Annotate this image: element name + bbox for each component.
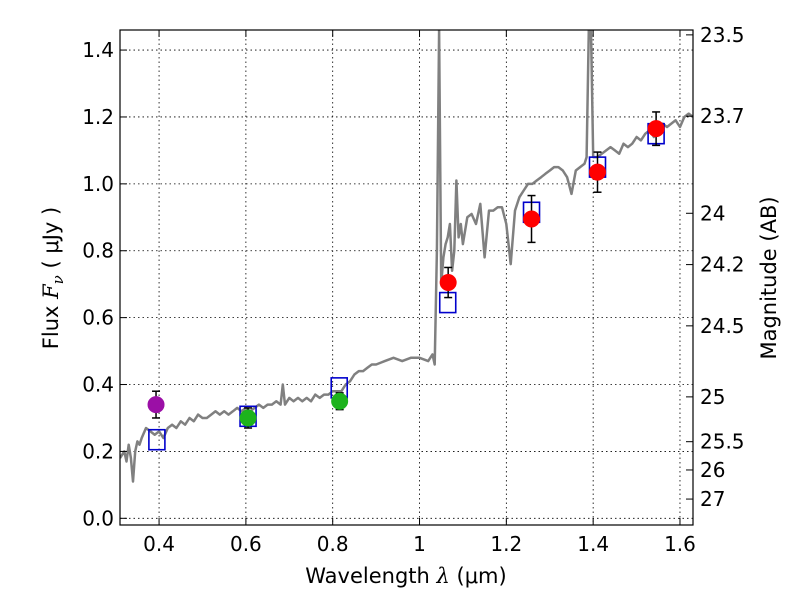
x-tick-label: 1.6 <box>664 532 696 556</box>
model-spectrum-layer <box>120 30 693 483</box>
y-tick-label: 1.2 <box>82 105 114 129</box>
x-tick-label: 1 <box>413 532 426 556</box>
y2-axis-label: Magnitude (AB) <box>757 196 781 359</box>
observed-flux-point <box>239 409 257 427</box>
x-tick-label: 0.8 <box>317 532 349 556</box>
x-tick-label: 0.6 <box>230 532 262 556</box>
y-axis-label: Flux Fν ( μJy ) <box>39 207 67 349</box>
model-spectrum-line <box>120 30 693 483</box>
magnitude-tick-label: 25 <box>700 385 725 409</box>
observed-flux-point <box>331 392 349 410</box>
plot-frame <box>119 29 694 526</box>
y-tick-label: 0.0 <box>82 506 114 530</box>
magnitude-tick-label: 24.5 <box>700 314 745 338</box>
observed-flux-point <box>589 163 606 181</box>
photometry-points <box>147 111 665 451</box>
magnitude-tick-label: 27 <box>700 487 725 511</box>
magnitude-tick-label: 23.5 <box>700 23 745 47</box>
x-tick-label: 1.2 <box>490 532 522 556</box>
observed-flux-point <box>439 274 457 292</box>
x-tick-label: 0.4 <box>143 532 175 556</box>
gridlines <box>120 30 693 525</box>
observed-flux-point <box>147 396 165 414</box>
magnitude-tick-label: 23.7 <box>700 104 745 128</box>
magnitude-tick-label: 26 <box>700 458 725 482</box>
observed-flux-point <box>523 210 541 228</box>
magnitude-tick-label: 25.5 <box>700 430 745 454</box>
x-axis-label: Wavelength λ (μm) <box>305 564 506 588</box>
observed-flux-point <box>647 120 665 138</box>
magnitude-tick-label: 24 <box>700 201 725 225</box>
magnitude-tick-labels: 23.5 23.7 24 24.2 24.5 25 25.5 26 27 <box>700 23 745 511</box>
x-tick-label: 1.4 <box>577 532 609 556</box>
y-tick-labels: 0.0 0.2 0.4 0.6 0.8 1.0 1.2 1.4 <box>82 38 114 530</box>
y-tick-label: 1.0 <box>82 172 114 196</box>
y-tick-label: 0.2 <box>82 439 114 463</box>
model-photometry-box <box>148 428 166 451</box>
y-tick-label: 0.6 <box>82 306 114 330</box>
y-tick-label: 0.8 <box>82 239 114 263</box>
axis-ticks <box>120 30 693 525</box>
y-tick-label: 0.4 <box>82 373 114 397</box>
x-tick-labels: 0.4 0.6 0.8 1 1.2 1.4 1.6 <box>143 532 696 556</box>
magnitude-tick-label: 24.2 <box>700 253 745 277</box>
y-tick-label: 1.4 <box>82 38 114 62</box>
